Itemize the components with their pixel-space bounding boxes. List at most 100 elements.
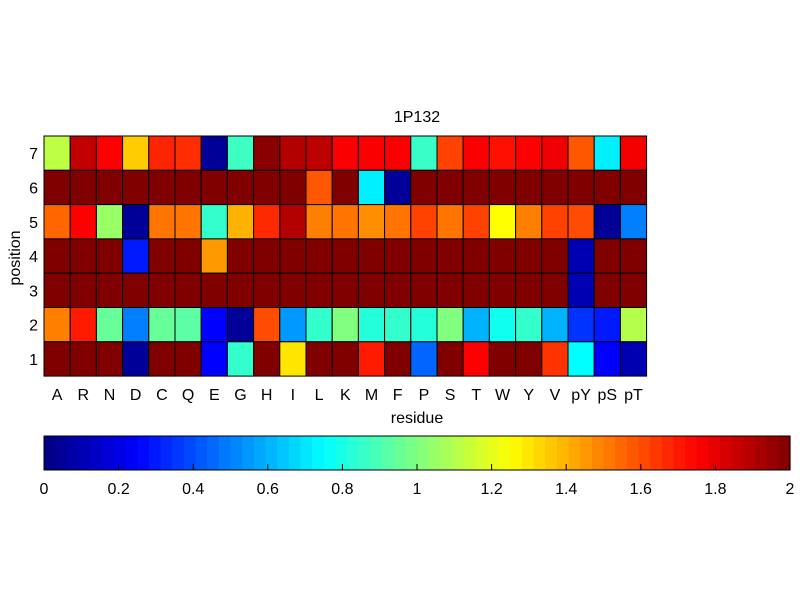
colorbar-segment (440, 436, 453, 470)
heatmap-cell (43, 272, 71, 309)
heatmap-cell (357, 204, 386, 240)
heatmap-cell (331, 307, 359, 343)
heatmap-cell (200, 341, 228, 377)
x-tick-label: C (156, 387, 168, 404)
y-tick-label: 5 (29, 215, 38, 232)
colorbar-segment (277, 436, 290, 470)
heatmap-cell (541, 307, 569, 343)
colorbar-segment (312, 436, 325, 470)
heatmap-cell (43, 341, 71, 377)
heatmap-cell (410, 135, 438, 171)
heatmap-cell (593, 238, 621, 274)
heatmap-cell (515, 204, 543, 240)
heatmap-cell (200, 204, 228, 240)
heatmap-cell (200, 238, 228, 274)
x-tick-label: P (419, 387, 430, 404)
heatmap-cell (593, 135, 621, 171)
heatmap-cells (43, 135, 648, 377)
heatmap-cell (384, 135, 412, 171)
heatmap-cell (174, 204, 202, 240)
colorbar-segment (265, 436, 278, 470)
heatmap-cell (200, 272, 228, 309)
colorbar-segment (498, 436, 511, 470)
heatmap-cell (567, 238, 595, 274)
heatmap-cell (43, 238, 71, 274)
heatmap-cell (226, 204, 255, 240)
heatmap-cell (122, 204, 150, 240)
colorbar-segment (731, 436, 744, 470)
heatmap-cell (541, 204, 569, 240)
heatmap-cell (567, 272, 595, 309)
heatmap-cell (619, 272, 648, 309)
colorbar-segment (242, 436, 255, 470)
heatmap-cell (43, 135, 71, 171)
heatmap-cell (567, 307, 595, 343)
heatmap-cell (410, 272, 438, 309)
colorbar-segment (300, 436, 313, 470)
heatmap-cell (174, 169, 202, 206)
colorbar-segment (638, 436, 651, 470)
heatmap-cell (515, 272, 543, 309)
colorbar-segment (556, 436, 570, 470)
colorbar-segment (55, 436, 68, 470)
x-tick-label: N (104, 387, 116, 404)
heatmap-cell (462, 169, 490, 206)
heatmap-cell (43, 204, 71, 240)
colorbar-tick-label: 1 (413, 481, 422, 498)
colorbar-segment (102, 436, 115, 470)
heatmap-cell (515, 238, 543, 274)
heatmap-cell (410, 169, 438, 206)
heatmap-cell (226, 238, 255, 274)
heatmap-cell (410, 341, 438, 377)
colorbar-segment (696, 436, 710, 470)
heatmap-cell (43, 169, 71, 206)
heatmap-cell (95, 307, 124, 343)
heatmap-cell (122, 169, 150, 206)
heatmap-cell (279, 307, 307, 343)
heatmap-cell (253, 204, 281, 240)
heatmap-cell (226, 135, 255, 171)
x-tick-label: pY (571, 387, 591, 404)
heatmap-cell (122, 135, 150, 171)
colorbar-segment (253, 436, 267, 470)
colorbar-segment (580, 436, 593, 470)
heatmap-cell (174, 135, 202, 171)
x-tick-label: L (315, 387, 324, 404)
heatmap-cell (436, 204, 464, 240)
colorbar-segment (323, 436, 337, 470)
colorbar-segment (370, 436, 383, 470)
colorbar-segment (405, 436, 418, 470)
heatmap-cell (436, 307, 464, 343)
heatmap-cell (279, 272, 307, 309)
heatmap-cell (226, 272, 255, 309)
heatmap-cell (253, 341, 281, 377)
heatmap-cell (95, 272, 124, 309)
heatmap-cell (567, 204, 595, 240)
heatmap-cell (148, 272, 176, 309)
heatmap-cell (122, 272, 150, 309)
heatmap-cell (305, 341, 333, 377)
heatmap-cell (279, 341, 307, 377)
colorbar-segment (708, 436, 721, 470)
heatmap-cell (174, 341, 202, 377)
heatmap-cell (541, 135, 569, 171)
heatmap-cell (226, 341, 255, 377)
heatmap-cell (488, 169, 517, 206)
x-tick-label: E (209, 387, 220, 404)
y-tick-label: 3 (29, 283, 38, 300)
heatmap-cell (462, 238, 490, 274)
colorbar-segment (720, 436, 733, 470)
x-tick-label: pT (624, 387, 643, 404)
colorbar-segment (778, 436, 791, 470)
colorbar-segment (521, 436, 535, 470)
x-axis-label: residue (391, 410, 444, 427)
colorbar-tick-label: 2 (786, 481, 795, 498)
heatmap-cell (515, 135, 543, 171)
x-tick-label: K (340, 387, 351, 404)
colorbar-segment (218, 436, 232, 470)
colorbar-segment (195, 436, 208, 470)
colorbar-segment (615, 436, 628, 470)
heatmap-cell (357, 307, 386, 343)
heatmap-cell (410, 238, 438, 274)
